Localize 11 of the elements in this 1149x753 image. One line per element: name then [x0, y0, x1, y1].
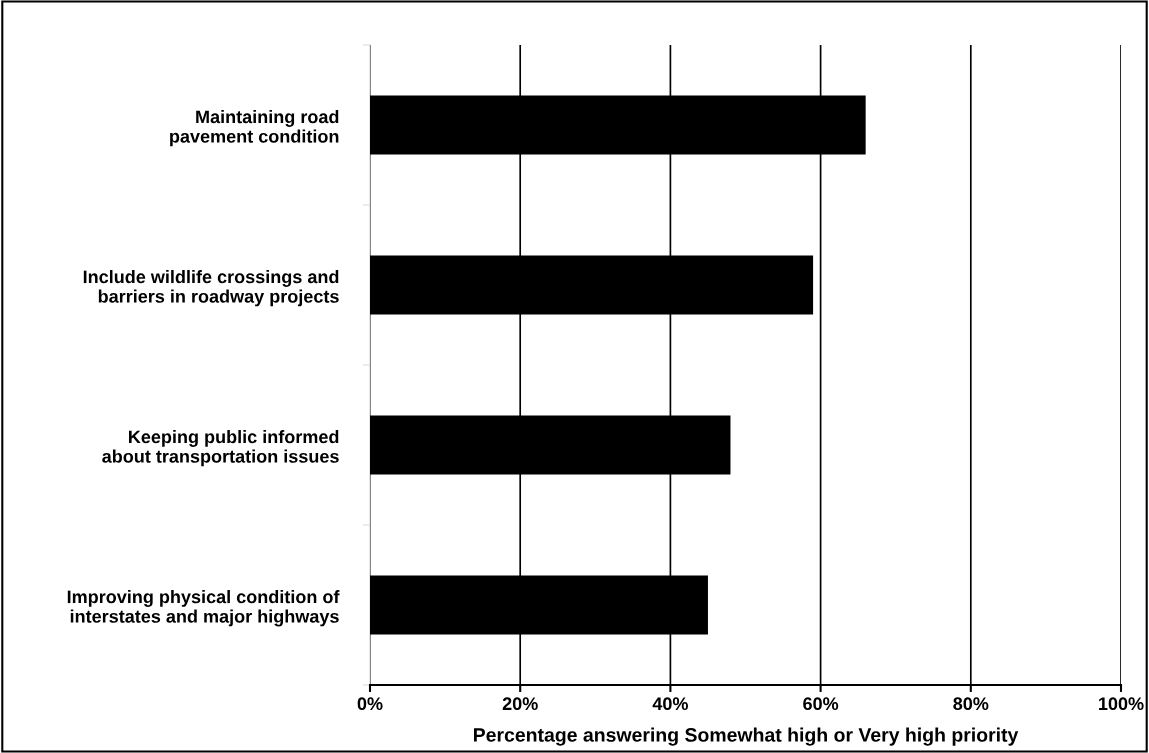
x-tick-label: 80% — [953, 697, 989, 711]
y-tick-label: Keeping public informed about transportation issues — [102, 430, 339, 467]
x-tick-label: 100% — [1099, 697, 1144, 711]
x-tick-label: 20% — [502, 697, 538, 711]
x-axis-title: Percentage answering Somewhat high or Very high priority — [473, 727, 1019, 746]
y-tick-label: Maintaining road pavement condition — [170, 110, 339, 147]
y-tick-label: Include wildlife crossings and barriers in roadway projects — [83, 270, 339, 307]
y-tick-label: Improving physical condition of interstates and major highways — [67, 590, 340, 627]
x-tick-label: 60% — [803, 697, 839, 711]
x-tick-label: 0% — [357, 697, 383, 711]
x-tick-label: 40% — [652, 697, 688, 711]
